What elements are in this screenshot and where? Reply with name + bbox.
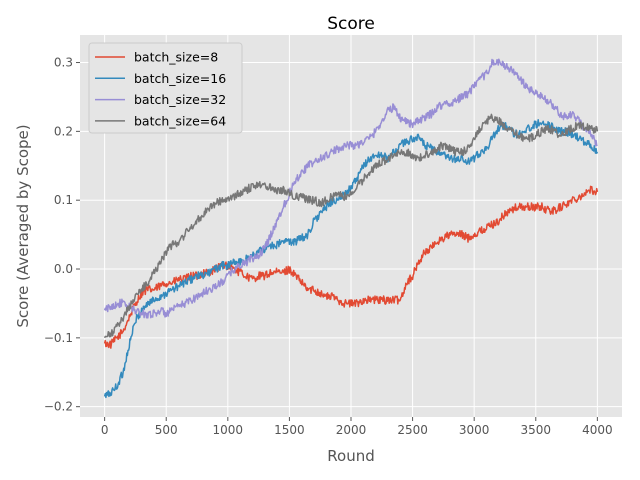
y-tick-label: −0.2 xyxy=(44,400,73,414)
y-tick-label: 0.3 xyxy=(54,56,73,70)
y-tick-label: −0.1 xyxy=(44,331,73,345)
x-tick-label: 3000 xyxy=(459,423,490,437)
y-tick-label: 0.1 xyxy=(54,193,73,207)
legend-box xyxy=(88,42,243,134)
chart-title: Score xyxy=(327,14,375,34)
y-axis-ticks: −0.2 −0.1 0.0 0.1 0.2 0.3 xyxy=(44,56,80,414)
legend-label: batch_size=8 xyxy=(134,50,218,65)
y-axis-label: Score (Averaged by Scope) xyxy=(14,124,32,327)
x-tick-label: 1500 xyxy=(274,423,305,437)
y-tick-label: 0.0 xyxy=(54,262,73,276)
series-lines xyxy=(103,58,599,399)
x-tick-label: 2500 xyxy=(397,423,428,437)
x-tick-label: 0 xyxy=(101,423,109,437)
x-tick-label: 1000 xyxy=(213,423,244,437)
legend-label: batch_size=64 xyxy=(134,113,226,128)
legend-label: batch_size=32 xyxy=(134,92,226,107)
legend-label: batch_size=16 xyxy=(134,71,226,86)
legend: batch_size=8 batch_size=16 batch_size=32ba… xyxy=(88,42,243,134)
x-axis-ticks: 0 500 1000 1500 2000 2500 3000 3500 4000 xyxy=(101,417,613,437)
x-axis-label: Round xyxy=(327,447,374,465)
y-tick-label: 0.2 xyxy=(54,124,73,138)
series-line-1 xyxy=(103,185,599,349)
x-tick-label: 3500 xyxy=(520,423,551,437)
x-tick-label: 4000 xyxy=(582,423,613,437)
x-tick-label: 500 xyxy=(155,423,178,437)
x-tick-label: 2000 xyxy=(336,423,367,437)
series-line-3 xyxy=(103,58,598,319)
series-line-4 xyxy=(103,113,599,339)
